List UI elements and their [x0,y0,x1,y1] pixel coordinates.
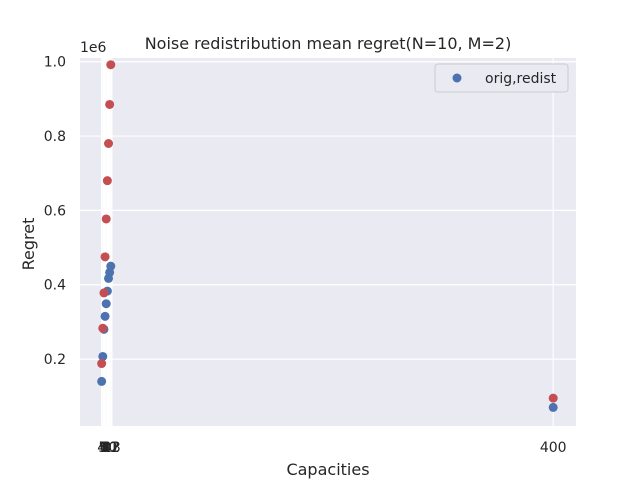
x-tick-label: 10 [100,440,118,456]
x-axis-label: Capacities [286,460,369,479]
scatter-point-series-2 [101,214,111,224]
x-tick-label: 6 [99,440,108,456]
y-axis-label: Regret [19,218,38,271]
scatter-point-series-2 [99,288,109,298]
y-tick-label: 0.4 [44,278,66,294]
scatter-point-series-2 [98,323,108,333]
data-points [97,60,558,412]
x-tick-label: 4 [97,440,106,456]
legend-label: orig,redist [485,71,557,87]
x-tick-label: 11 [101,440,119,456]
x-tick-label: 8 [102,440,111,456]
scatter-point-series-2 [106,60,116,70]
scatter-point-series-2 [105,99,115,109]
scatter-point-series-2 [548,393,558,403]
x-tick-label: 400 [540,440,567,456]
y-tick-label: 0.8 [44,129,66,145]
scatter-point-series-2 [102,176,112,186]
y-tick-label: 0.2 [44,352,66,368]
y-tick-label: 0.6 [44,203,66,219]
legend-box [434,63,569,93]
y-ticks: 0.2 0.4 0.6 0.8 1.0 [44,55,66,368]
x-tick-label: 13 [103,440,121,456]
legend-marker [452,73,462,83]
chart-title: Noise redistribution mean regret(N=10, M… [145,34,512,53]
scatter-point-series-2 [104,138,114,148]
scatter-point-series-1 [106,261,116,271]
scatter-point-series-1 [548,402,558,412]
x-tick-label: 9 [103,440,112,456]
plot-background [80,58,576,426]
scatter-point-series-1 [98,351,108,361]
scatter-point-series-1 [100,311,110,321]
scatter-point-series-1 [101,299,111,309]
grid-lines [80,58,576,426]
scatter-point-series-2 [100,252,110,262]
x-tick-label: 7 [101,440,110,456]
scatter-point-series-1 [97,376,107,386]
legend: orig,redist [434,63,569,93]
x-tick-label: 12 [102,440,120,456]
scatter-point-series-2 [97,359,107,369]
y-tick-label: 1.0 [44,55,66,71]
y-offset-label: 1e6 [80,40,107,56]
x-tick-label: 5 [98,440,107,456]
